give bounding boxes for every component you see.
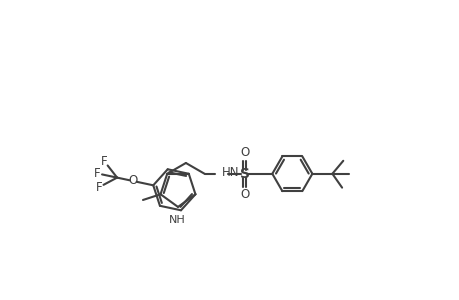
Text: O: O <box>128 175 137 188</box>
Text: O: O <box>240 188 249 201</box>
Text: F: F <box>101 155 107 168</box>
Text: S: S <box>239 167 249 181</box>
Text: NH: NH <box>168 214 185 225</box>
Text: O: O <box>240 146 249 160</box>
Text: F: F <box>93 167 100 180</box>
Text: HN: HN <box>221 167 239 179</box>
Text: F: F <box>95 181 102 194</box>
